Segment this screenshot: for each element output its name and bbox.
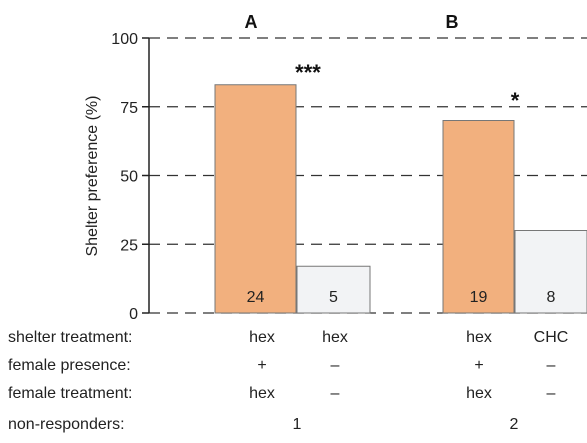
y-tick-label: 75 xyxy=(120,100,138,117)
y-tick-label: 25 xyxy=(120,237,138,254)
cell-female-treatment-2: – xyxy=(330,385,340,402)
row-label-shelter-treatment: shelter treatment: xyxy=(8,329,133,346)
bar-panel-a-1 xyxy=(214,84,297,314)
cell-shelter-treatment-4: CHC xyxy=(533,329,569,346)
y-axis: 0 25 50 75 100 Shelter preference (%) xyxy=(84,31,150,323)
panel-label: A xyxy=(245,12,258,32)
bar-count-label: 24 xyxy=(247,289,265,306)
y-axis-title: Shelter preference (%) xyxy=(84,96,101,257)
bar-count-label: 19 xyxy=(470,289,488,306)
y-tick-label: 100 xyxy=(111,31,138,48)
bar-panel-b-2 xyxy=(514,230,587,314)
panel-label: B xyxy=(446,12,459,32)
cell-female-presence-1: + xyxy=(257,357,267,374)
bar-count-label: 8 xyxy=(547,289,556,306)
cell-female-treatment-3: hex xyxy=(466,385,492,402)
significance-marker: * xyxy=(511,88,520,113)
bar-panel-a-2 xyxy=(296,265,371,314)
row-label-non-responders: non-responders: xyxy=(8,416,125,433)
cell-female-treatment-4: – xyxy=(546,385,556,402)
condition-table: shelter treatment: hex hex hex CHC femal… xyxy=(0,325,587,443)
row-label-female-treatment: female treatment: xyxy=(8,385,133,402)
y-tick-label: 0 xyxy=(129,306,138,323)
chart-labels: 24 5 A *** 19 8 B * xyxy=(245,12,556,306)
bar-count-label: 5 xyxy=(329,289,338,306)
nonresponders-panel-a: 1 xyxy=(292,416,302,433)
cell-female-treatment-1: hex xyxy=(249,385,275,402)
cell-shelter-treatment-2: hex xyxy=(322,329,348,346)
bars xyxy=(214,84,587,314)
bar-panel-b-1 xyxy=(442,120,515,314)
cell-female-presence-3: + xyxy=(474,357,484,374)
y-tick-label: 50 xyxy=(120,169,138,186)
significance-marker: *** xyxy=(295,60,321,85)
cell-female-presence-4: – xyxy=(546,357,556,374)
cell-female-presence-2: – xyxy=(330,357,340,374)
cell-shelter-treatment-1: hex xyxy=(249,329,275,346)
row-label-female-presence: female presence: xyxy=(8,357,131,374)
cell-shelter-treatment-3: hex xyxy=(466,329,492,346)
nonresponders-panel-b: 2 xyxy=(509,416,519,433)
